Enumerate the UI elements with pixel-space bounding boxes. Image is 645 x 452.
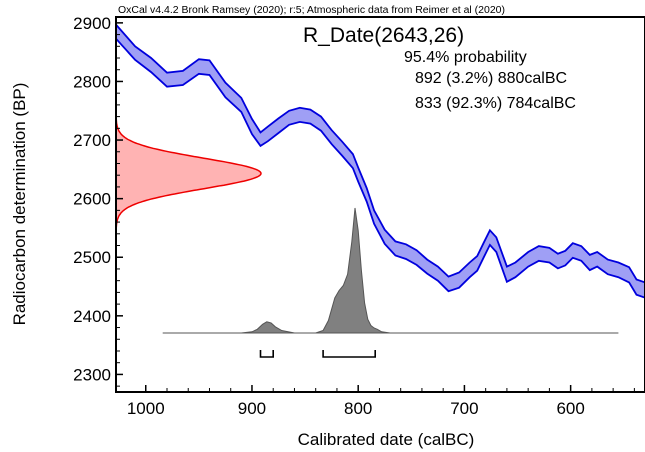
x-axis-title: Calibrated date (calBC): [298, 430, 475, 449]
x-tick-label: 600: [556, 399, 584, 418]
y-tick-label: 2600: [73, 190, 111, 209]
range-label-2: 833 (92.3%) 784calBC: [415, 95, 576, 112]
x-tick-label: 800: [344, 399, 372, 418]
calibration-curve-upper: [116, 24, 645, 284]
y-tick-label: 2300: [73, 365, 111, 384]
chart-header: OxCal v4.4.2 Bronk Ramsey (2020); r:5; A…: [118, 5, 505, 16]
range-bracket-1: [259, 350, 274, 358]
calibration-curve-lower: [116, 38, 645, 299]
x-tick-label: 1000: [127, 399, 165, 418]
x-tick-label: 900: [238, 399, 266, 418]
plot-frame: [115, 16, 645, 393]
plot-area: [116, 24, 645, 358]
probability-label: 95.4% probability: [404, 49, 527, 66]
y-tick-label: 2900: [73, 14, 111, 33]
range-bracket-2: [322, 350, 376, 358]
y-tick-label: 2500: [73, 248, 111, 267]
posterior-distribution: [162, 207, 619, 334]
radiocarbon-distribution-fill: [116, 112, 261, 235]
y-tick-label: 2400: [73, 307, 111, 326]
y-tick-label: 2800: [73, 72, 111, 91]
x-tick-label: 700: [450, 399, 478, 418]
chart-title: R_Date(2643,26): [303, 24, 464, 47]
axis-ticks: 1000 900 800 700 600 2300 2400 2500 2600 2700 2800…: [73, 14, 635, 418]
y-tick-label: 2700: [73, 131, 111, 150]
y-axis-title: Radiocarbon determination (BP): [10, 83, 29, 326]
range-label-1: 892 (3.2%) 880calBC: [415, 70, 567, 87]
radiocarbon-distribution-line: [116, 112, 262, 235]
